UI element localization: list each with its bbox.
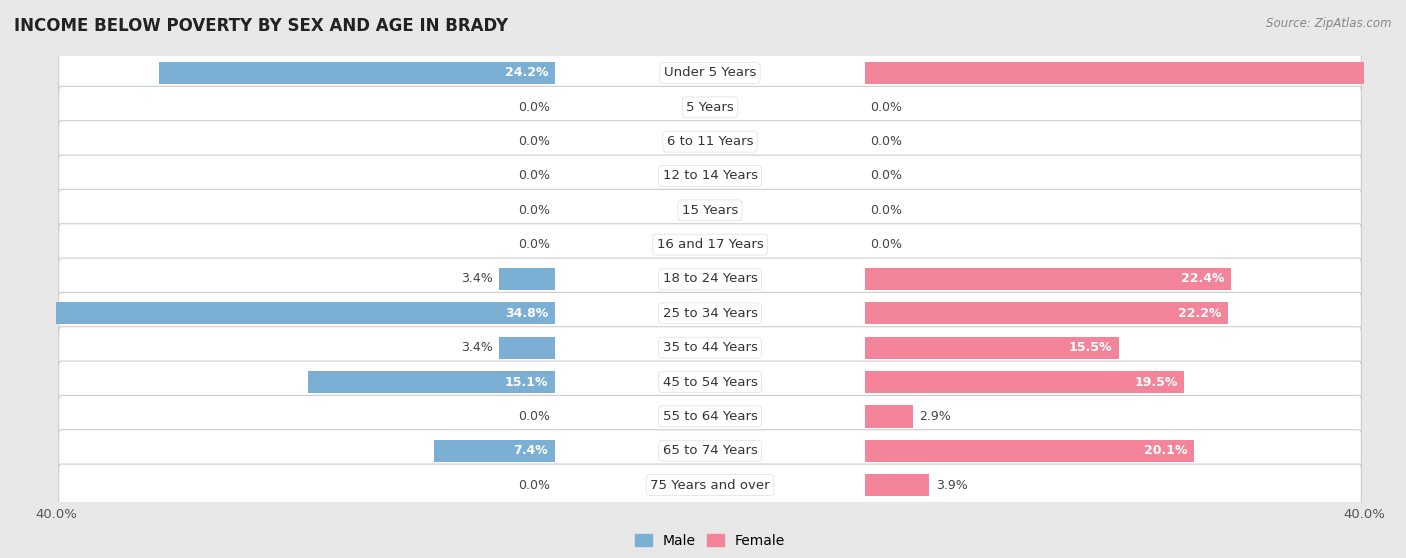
Text: 12 to 14 Years: 12 to 14 Years [662,170,758,182]
Text: 0.0%: 0.0% [870,238,903,251]
Text: 55 to 64 Years: 55 to 64 Years [662,410,758,423]
Bar [159,62,555,84]
FancyBboxPatch shape [59,292,1361,334]
Bar [308,371,555,393]
Text: 0.0%: 0.0% [870,170,903,182]
Text: 18 to 24 Years: 18 to 24 Years [662,272,758,286]
FancyBboxPatch shape [59,464,1361,506]
FancyBboxPatch shape [59,361,1361,403]
Bar [865,268,1232,290]
Text: 65 to 74 Years: 65 to 74 Years [662,444,758,457]
Text: 3.4%: 3.4% [461,341,492,354]
Bar [865,405,912,427]
Text: 25 to 34 Years: 25 to 34 Years [662,307,758,320]
Text: 0.0%: 0.0% [517,204,550,217]
Text: 22.4%: 22.4% [1181,272,1225,286]
Text: 0.0%: 0.0% [517,479,550,492]
FancyBboxPatch shape [59,52,1361,94]
Bar [499,268,555,290]
Bar [865,371,1184,393]
FancyBboxPatch shape [59,258,1361,300]
FancyBboxPatch shape [59,86,1361,128]
Text: 0.0%: 0.0% [870,135,903,148]
Text: 3.9%: 3.9% [935,479,967,492]
Text: 7.4%: 7.4% [513,444,548,457]
Text: 45 to 54 Years: 45 to 54 Years [662,376,758,388]
Text: Source: ZipAtlas.com: Source: ZipAtlas.com [1267,17,1392,30]
Text: 16 and 17 Years: 16 and 17 Years [657,238,763,251]
Bar [865,62,1406,84]
Text: 19.5%: 19.5% [1135,376,1177,388]
Text: 15.1%: 15.1% [505,376,548,388]
Text: 15.5%: 15.5% [1069,341,1112,354]
Text: 0.0%: 0.0% [517,238,550,251]
Bar [865,336,1119,359]
FancyBboxPatch shape [59,121,1361,162]
Text: 22.2%: 22.2% [1178,307,1222,320]
Text: 35 to 44 Years: 35 to 44 Years [662,341,758,354]
Text: INCOME BELOW POVERTY BY SEX AND AGE IN BRADY: INCOME BELOW POVERTY BY SEX AND AGE IN B… [14,17,508,35]
Text: 0.0%: 0.0% [517,410,550,423]
Text: 0.0%: 0.0% [517,170,550,182]
Text: 5 Years: 5 Years [686,101,734,114]
Bar [434,440,555,462]
Text: 20.1%: 20.1% [1144,444,1187,457]
Bar [865,440,1194,462]
Bar [0,302,555,325]
Text: 75 Years and over: 75 Years and over [650,479,770,492]
Text: 34.8%: 34.8% [505,307,548,320]
Text: 0.0%: 0.0% [870,101,903,114]
Bar [865,302,1229,325]
Text: Under 5 Years: Under 5 Years [664,66,756,79]
Text: 6 to 11 Years: 6 to 11 Years [666,135,754,148]
Text: 0.0%: 0.0% [517,101,550,114]
FancyBboxPatch shape [59,396,1361,437]
Text: 0.0%: 0.0% [517,135,550,148]
Bar [499,336,555,359]
Text: 24.2%: 24.2% [505,66,548,79]
FancyBboxPatch shape [59,189,1361,231]
Text: 15 Years: 15 Years [682,204,738,217]
Text: 0.0%: 0.0% [870,204,903,217]
Bar [865,474,929,496]
FancyBboxPatch shape [59,155,1361,197]
FancyBboxPatch shape [59,430,1361,472]
FancyBboxPatch shape [59,327,1361,369]
Legend: Male, Female: Male, Female [630,528,790,554]
Text: 3.4%: 3.4% [461,272,492,286]
Text: 2.9%: 2.9% [920,410,950,423]
FancyBboxPatch shape [59,224,1361,266]
